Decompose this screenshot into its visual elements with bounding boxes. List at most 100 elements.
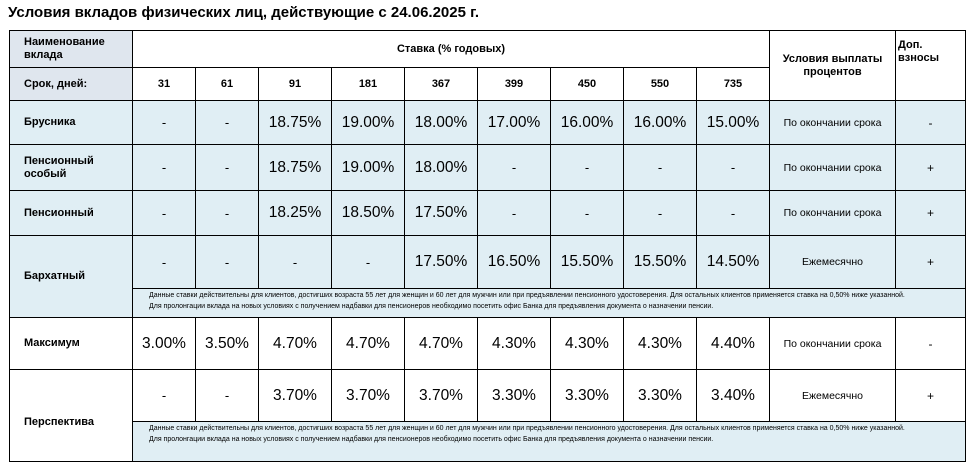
rate-cell: - <box>623 190 697 236</box>
extra-cell: + <box>895 235 966 289</box>
term-31: 31 <box>132 67 196 101</box>
header-term: Срок, дней: <box>9 67 133 101</box>
rate-cell: - <box>258 235 332 289</box>
pension-note: Данные ставки действительны для клиентов… <box>132 421 966 462</box>
note-line: Для пролонгации вклада на новых условиях… <box>149 303 714 310</box>
rate-cell: - <box>132 144 196 191</box>
note-line: Данные ставки действительны для клиентов… <box>149 425 905 432</box>
deposit-name: Максимум <box>9 317 133 370</box>
rate-cell: 16.50% <box>477 235 551 289</box>
page-title: Условия вкладов физических лиц, действую… <box>8 4 480 21</box>
payout-cell: По окончании срока <box>769 100 896 145</box>
payout-cell: По окончании срока <box>769 317 896 370</box>
rate-cell: - <box>132 235 196 289</box>
rate-cell: 18.75% <box>258 100 332 145</box>
rate-cell: - <box>696 190 770 236</box>
rate-cell: 19.00% <box>331 144 405 191</box>
table-row: Бархатный - - - - 17.50% 16.50% 15.50% 1… <box>9 235 966 318</box>
rate-cell: 17.00% <box>477 100 551 145</box>
rate-cell: - <box>195 190 259 236</box>
extra-cell: - <box>895 100 966 145</box>
header-payout: Условия выплаты процентов <box>769 30 896 101</box>
rate-cell: - <box>132 190 196 236</box>
rate-cell: - <box>550 190 624 236</box>
rate-cell: 3.30% <box>550 369 624 422</box>
rate-cell: - <box>195 369 259 422</box>
deposit-name: Бархатный <box>9 235 133 318</box>
rate-cell: 18.25% <box>258 190 332 236</box>
rate-cell: 15.50% <box>550 235 624 289</box>
extra-cell: + <box>895 369 966 422</box>
rate-cell: 16.00% <box>623 100 697 145</box>
rate-cell: 4.40% <box>696 317 770 370</box>
rate-cell: - <box>550 144 624 191</box>
rate-cell: 14.50% <box>696 235 770 289</box>
rate-cell: - <box>477 190 551 236</box>
term-91: 91 <box>258 67 332 101</box>
rate-cell: 15.50% <box>623 235 697 289</box>
rate-cell: - <box>195 100 259 145</box>
rate-cell: 4.70% <box>331 317 405 370</box>
rate-cell: - <box>477 144 551 191</box>
rate-cell: - <box>623 144 697 191</box>
extra-cell: - <box>895 317 966 370</box>
deposit-rates-table: Наименование вклада Ставка (% годовых) У… <box>9 30 966 462</box>
rate-cell: - <box>132 100 196 145</box>
rate-cell: 4.30% <box>550 317 624 370</box>
rate-cell: 3.40% <box>696 369 770 422</box>
rate-cell: 4.70% <box>404 317 478 370</box>
note-line: Данные ставки действительны для клиентов… <box>149 292 905 299</box>
rate-cell: 4.30% <box>477 317 551 370</box>
rate-cell: 18.00% <box>404 100 478 145</box>
rate-cell: 3.70% <box>331 369 405 422</box>
rate-cell: - <box>195 235 259 289</box>
header-extra: Доп. взносы <box>895 30 966 101</box>
term-367: 367 <box>404 67 478 101</box>
term-399: 399 <box>477 67 551 101</box>
rate-cell: - <box>696 144 770 191</box>
term-550: 550 <box>623 67 697 101</box>
extra-cell: + <box>895 190 966 236</box>
rate-cell: 3.30% <box>623 369 697 422</box>
payout-cell: Ежемесячно <box>769 369 896 422</box>
term-181: 181 <box>331 67 405 101</box>
rate-cell: 18.50% <box>331 190 405 236</box>
rate-cell: 18.00% <box>404 144 478 191</box>
table-row: Брусника - - 18.75% 19.00% 18.00% 17.00%… <box>9 100 966 145</box>
deposit-name: Брусника <box>9 100 133 145</box>
term-61: 61 <box>195 67 259 101</box>
deposit-name: Перспектива <box>9 369 133 462</box>
table-row: Пенсионный - - 18.25% 18.50% 17.50% - - … <box>9 190 966 236</box>
payout-cell: Ежемесячно <box>769 235 896 289</box>
pension-note: Данные ставки действительны для клиентов… <box>132 288 966 318</box>
payout-cell: По окончании срока <box>769 190 896 236</box>
rate-cell: - <box>195 144 259 191</box>
term-735: 735 <box>696 67 770 101</box>
table-row: Пенсионный особый - - 18.75% 19.00% 18.0… <box>9 144 966 191</box>
extra-cell: + <box>895 144 966 191</box>
rate-cell: 19.00% <box>331 100 405 145</box>
rate-cell: 3.50% <box>195 317 259 370</box>
header-name: Наименование вклада <box>9 30 133 68</box>
note-line: Для пролонгации вклада на новых условиях… <box>149 436 714 443</box>
rate-cell: 3.00% <box>132 317 196 370</box>
deposit-name: Пенсионный <box>9 190 133 236</box>
rate-cell: 4.30% <box>623 317 697 370</box>
deposit-name: Пенсионный особый <box>9 144 133 191</box>
rate-cell: - <box>331 235 405 289</box>
rate-cell: 4.70% <box>258 317 332 370</box>
rate-cell: 3.70% <box>258 369 332 422</box>
rate-cell: 18.75% <box>258 144 332 191</box>
rate-cell: 15.00% <box>696 100 770 145</box>
header-rate: Ставка (% годовых) <box>132 30 770 68</box>
table-row: Максимум 3.00% 3.50% 4.70% 4.70% 4.70% 4… <box>9 317 966 370</box>
rate-cell: 3.70% <box>404 369 478 422</box>
term-450: 450 <box>550 67 624 101</box>
rate-cell: - <box>132 369 196 422</box>
rate-cell: 17.50% <box>404 190 478 236</box>
table-row: Перспектива - - 3.70% 3.70% 3.70% 3.30% … <box>9 369 966 462</box>
rate-cell: 16.00% <box>550 100 624 145</box>
payout-cell: По окончании срока <box>769 144 896 191</box>
rate-cell: 3.30% <box>477 369 551 422</box>
rate-cell: 17.50% <box>404 235 478 289</box>
